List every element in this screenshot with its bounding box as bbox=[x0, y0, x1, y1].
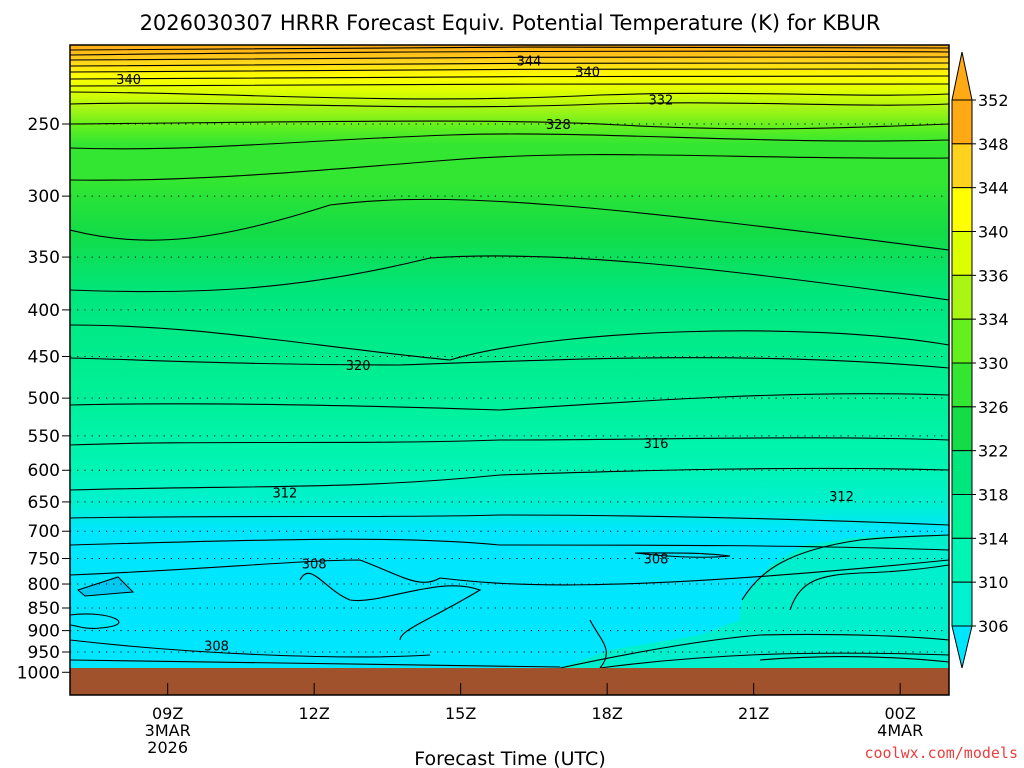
x-tick-date: 4MAR bbox=[877, 721, 923, 740]
colorbar-swatch bbox=[951, 494, 973, 539]
contour-label: 320 bbox=[346, 359, 371, 374]
colorbar-swatch bbox=[951, 318, 973, 364]
colorbar-label: 334 bbox=[978, 310, 1009, 329]
colorbar-label: 318 bbox=[978, 486, 1009, 505]
y-tick-label: 350 bbox=[28, 248, 60, 268]
contour-label: 340 bbox=[575, 66, 600, 81]
y-tick-label: 250 bbox=[28, 115, 60, 135]
y-tick-label: 1000 bbox=[17, 663, 60, 683]
contour-label: 328 bbox=[546, 118, 571, 133]
contour-label: 308 bbox=[204, 640, 229, 655]
colorbar-label: 352 bbox=[978, 91, 1009, 110]
y-tick-label: 800 bbox=[28, 575, 60, 595]
contour-label: 332 bbox=[648, 94, 673, 109]
x-tick-label: 00Z bbox=[885, 704, 916, 723]
colorbar-swatch bbox=[951, 143, 973, 189]
low-theta-pocket bbox=[76, 576, 135, 597]
contour-label: 308 bbox=[644, 553, 669, 568]
y-tick-label: 850 bbox=[28, 599, 60, 619]
y-tick-label: 500 bbox=[28, 389, 60, 409]
contour-label: 340 bbox=[116, 73, 141, 88]
y-tick-label: 950 bbox=[28, 643, 60, 663]
x-axis-label: Forecast Time (UTC) bbox=[414, 748, 605, 768]
y-tick-label: 750 bbox=[28, 550, 60, 570]
colorbar-label: 306 bbox=[978, 617, 1009, 636]
colorbar-label: 322 bbox=[978, 442, 1009, 461]
colorbar-label: 326 bbox=[978, 398, 1009, 417]
y-tick-label: 300 bbox=[28, 187, 60, 207]
x-tick-label: 09Z bbox=[152, 704, 183, 723]
colorbar-label: 330 bbox=[978, 354, 1009, 373]
x-tick-label: 15Z bbox=[445, 704, 476, 723]
x-tick-year: 2026 bbox=[147, 738, 188, 757]
pressure-gridlines bbox=[70, 123, 949, 653]
y-tick-label: 700 bbox=[28, 522, 60, 542]
colorbar-top-arrow bbox=[951, 51, 973, 101]
y-tick-label: 550 bbox=[28, 427, 60, 447]
contour-lines bbox=[70, 46, 949, 669]
colorbar-swatch bbox=[951, 187, 973, 233]
contour-label: 312 bbox=[272, 487, 297, 502]
colorbar-swatch bbox=[951, 406, 973, 452]
colorbar-swatch bbox=[951, 274, 973, 320]
colorbar-swatch bbox=[951, 450, 973, 495]
x-tick-label: 21Z bbox=[738, 704, 769, 723]
y-tick-label: 900 bbox=[28, 622, 60, 642]
x-tick-label: 18Z bbox=[592, 704, 623, 723]
y-axis-ticks: 250 300 350 400 450 500 550 600 650 700 750 800 850 9… bbox=[17, 115, 70, 683]
colorbar-label: 344 bbox=[978, 179, 1009, 198]
terrain-ground bbox=[70, 668, 949, 695]
y-tick-label: 600 bbox=[28, 461, 60, 481]
colorbar-label: 348 bbox=[978, 135, 1009, 154]
y-tick-label: 450 bbox=[28, 347, 60, 367]
colorbar: 352 348 344 340 336 334 330 326 322 318 314 310 306 bbox=[951, 51, 1009, 669]
colorbar-swatch bbox=[951, 581, 973, 627]
y-tick-label: 650 bbox=[28, 493, 60, 513]
contour-label: 344 bbox=[517, 55, 542, 70]
colorbar-swatch bbox=[951, 99, 973, 145]
contour-label: 316 bbox=[644, 437, 669, 452]
colorbar-label: 314 bbox=[978, 529, 1009, 548]
colorbar-label: 310 bbox=[978, 573, 1009, 592]
x-tick-label: 12Z bbox=[299, 704, 330, 723]
contour-label: 312 bbox=[829, 490, 854, 505]
colorbar-swatch bbox=[951, 231, 973, 276]
contour-labels: 344 340 340 332 328 320 316 312 312 308 308 308 bbox=[116, 55, 854, 655]
colorbar-swatch bbox=[951, 362, 973, 408]
plot-frame bbox=[69, 44, 950, 696]
chart-title: 2026030307 HRRR Forecast Equiv. Potentia… bbox=[140, 11, 881, 35]
y-tick-label: 400 bbox=[28, 301, 60, 321]
colorbar-label: 340 bbox=[978, 223, 1009, 242]
x-tick-date: 3MAR bbox=[145, 721, 191, 740]
colorbar-label: 336 bbox=[978, 266, 1009, 285]
colorbar-bottom-arrow bbox=[951, 625, 973, 669]
colorbar-swatch bbox=[951, 537, 973, 583]
credit-text: coolwx.com/models bbox=[864, 744, 1018, 762]
contour-label: 308 bbox=[302, 558, 327, 573]
